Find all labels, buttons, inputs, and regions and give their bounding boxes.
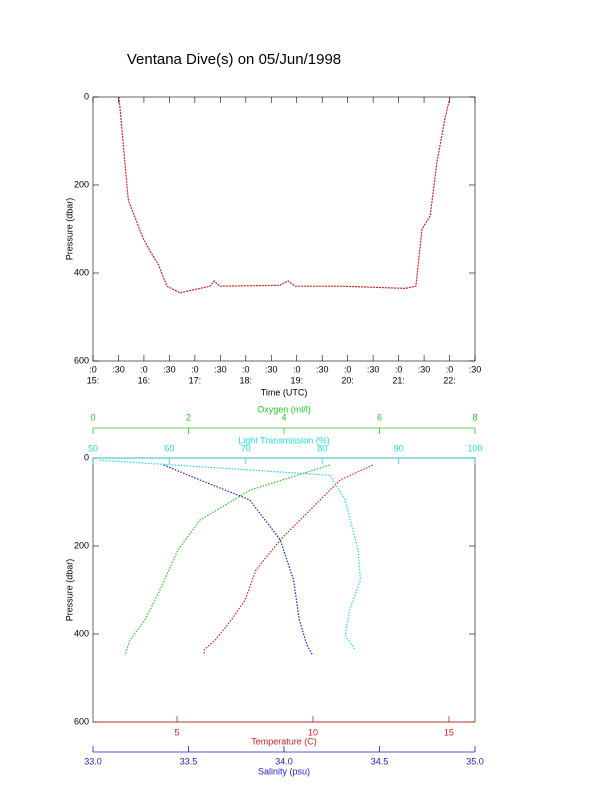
y-tick-label: 600 (74, 355, 89, 365)
hour-label: 19: (290, 375, 303, 385)
x-tick-label: :30 (316, 364, 329, 374)
x-tick-label: 70 (241, 443, 251, 453)
x-tick-label: 2 (186, 412, 191, 422)
data-line (118, 96, 451, 294)
x-tick-label: :0 (191, 364, 199, 374)
plot-frame (92, 96, 476, 362)
x-tick-label: 80 (317, 443, 327, 453)
y-axis-label: Pressure (dbar) (64, 198, 74, 261)
x-tick-label: 10 (308, 727, 318, 737)
x-tick-label: :0 (140, 364, 148, 374)
x-tick-label: 34.0 (275, 756, 293, 766)
hour-label: 15: (87, 375, 100, 385)
x-tick-label: :30 (214, 364, 227, 374)
y-tick-label: 600 (74, 716, 89, 726)
plot-frame (92, 457, 476, 723)
x-tick-label: 90 (394, 443, 404, 453)
x-tick-label: 33.5 (180, 756, 198, 766)
x-tick-label: :0 (344, 364, 352, 374)
hour-label: 18: (240, 375, 253, 385)
profile-line (124, 464, 330, 656)
profile-line (163, 464, 314, 656)
x-tick-label: 0 (90, 412, 95, 422)
y-tick-label: 0 (84, 452, 89, 462)
y-tick-label: 400 (74, 267, 89, 277)
x-tick-label: 34.5 (371, 756, 389, 766)
x-tick-label: 5 (175, 727, 180, 737)
x-tick-label: 100 (467, 443, 482, 453)
x-tick-label: :0 (446, 364, 454, 374)
x-tick-label: :30 (418, 364, 431, 374)
y-tick-label: 400 (74, 628, 89, 638)
x-tick-label: :30 (367, 364, 380, 374)
x-tick-label: 8 (472, 412, 477, 422)
x-tick-label: :0 (242, 364, 250, 374)
x-tick-label: 15 (444, 727, 454, 737)
profile-line (203, 464, 374, 656)
x-tick-label: :30 (469, 364, 482, 374)
x-tick-label: :0 (293, 364, 301, 374)
x-axis-label: Oxygen (ml/l) (257, 404, 311, 414)
x-tick-label: 35.0 (466, 756, 484, 766)
hour-label: 21: (392, 375, 405, 385)
x-tick-label: :0 (395, 364, 403, 374)
x-tick-label: 4 (281, 412, 286, 422)
hour-label: 20: (341, 375, 354, 385)
hour-label: 22: (443, 375, 456, 385)
x-tick-label: 6 (377, 412, 382, 422)
x-axis-label: Temperature (C) (251, 736, 317, 746)
y-axis-label: Pressure (dbar) (64, 559, 74, 622)
x-tick-label: :30 (112, 364, 125, 374)
y-tick-label: 200 (74, 540, 89, 550)
chart-title: Ventana Dive(s) on 05/Jun/1998 (127, 51, 341, 68)
hour-label: 17: (189, 375, 202, 385)
x-tick-label: 60 (164, 443, 174, 453)
x-axis-label: Time (UTC) (261, 387, 308, 397)
y-tick-label: 0 (84, 91, 89, 101)
profile-line (99, 459, 362, 651)
y-tick-label: 200 (74, 179, 89, 189)
x-tick-label: :30 (265, 364, 278, 374)
x-axis-label: Light Transmission (%) (238, 435, 330, 445)
x-axis-label: Salinity (psu) (258, 766, 310, 776)
x-tick-label: 33.0 (84, 756, 102, 766)
x-tick-label: 50 (88, 443, 98, 453)
hour-label: 16: (138, 375, 151, 385)
x-tick-label: :0 (89, 364, 97, 374)
x-tick-label: :30 (163, 364, 176, 374)
